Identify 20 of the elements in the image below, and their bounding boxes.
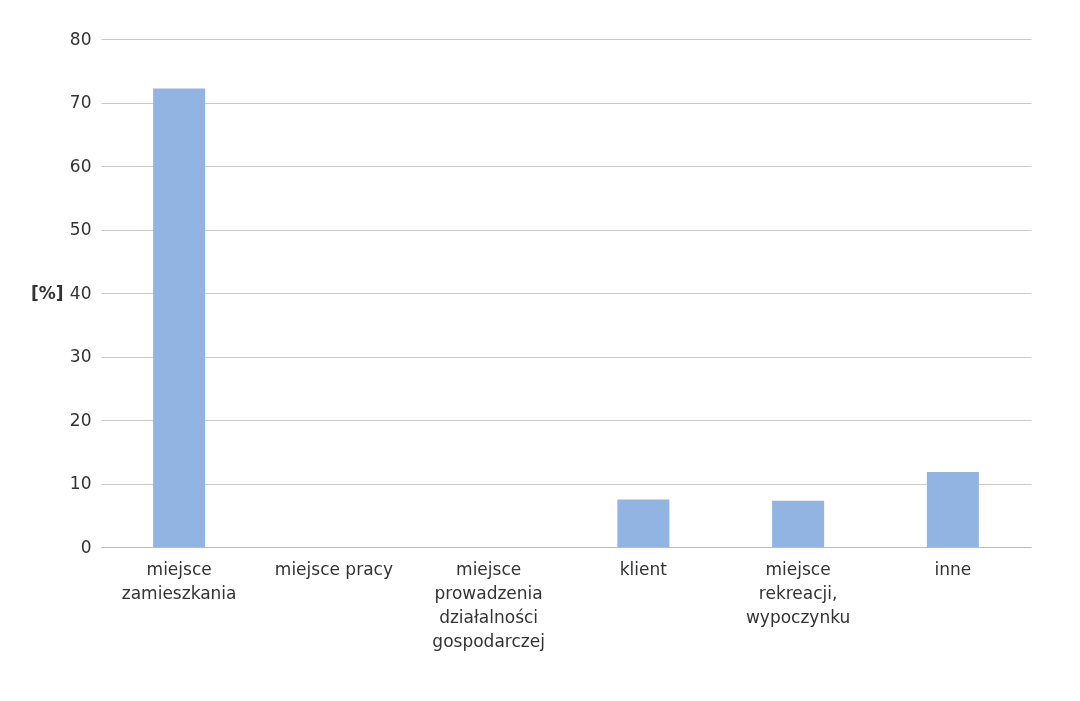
bar	[926, 472, 979, 547]
x-tick-label: klient	[619, 558, 668, 579]
y-tick-label: 10	[69, 473, 92, 493]
y-tick-label: 20	[69, 409, 92, 430]
y-tick-label: 40	[69, 282, 92, 303]
y-tick-label: 80	[69, 28, 92, 49]
x-tick-label: miejsce zamieszkania	[121, 558, 237, 603]
y-tick-label: 50	[69, 219, 92, 239]
bar	[153, 88, 206, 547]
y-tick-label: 60	[69, 155, 92, 176]
y-tick-label: 30	[69, 346, 92, 366]
x-tick-label: miejsce rekreacji, wypoczynku	[745, 558, 851, 627]
x-tick-label: miejsce pracy	[274, 558, 393, 579]
x-tick-label: inne	[934, 558, 972, 579]
bar	[772, 500, 825, 547]
y-axis-title: [%]	[30, 282, 64, 303]
bar	[617, 499, 670, 547]
y-tick-label: 0	[80, 536, 92, 557]
y-tick-label: 70	[69, 92, 92, 112]
x-tick-label: miejsce prowadzenia działalności gospodarczej	[432, 558, 545, 651]
